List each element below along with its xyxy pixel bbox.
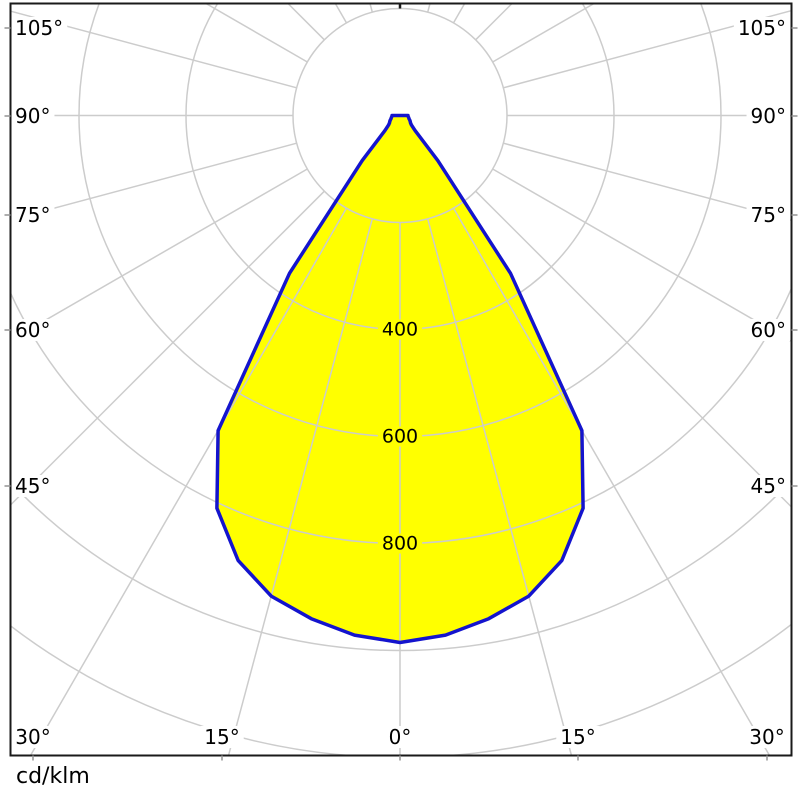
label-knockout — [556, 726, 600, 748]
polar-grid-ray — [10, 10, 297, 89]
angle-label-left: 60° — [15, 318, 50, 342]
polar-grid-ray — [452, 207, 771, 756]
label-knockout — [746, 204, 790, 226]
unit-label: cd/klm — [16, 764, 90, 789]
label-knockout — [377, 319, 423, 340]
polar-grid-ray — [227, 218, 374, 756]
label-knockout — [733, 17, 790, 39]
polar-grid-ray — [10, 142, 297, 221]
polar-grid-ray — [426, 218, 573, 756]
label-knockout — [746, 319, 790, 341]
angle-label-left: 75° — [15, 203, 50, 227]
polar-grid-ray — [10, 168, 308, 342]
angle-label-bottom: 15° — [204, 725, 239, 749]
label-knockout — [11, 319, 55, 341]
radial-axis-label: 400 — [382, 319, 418, 341]
label-knockout — [745, 726, 789, 748]
radial-axis-label: 600 — [382, 426, 418, 448]
label-knockout — [11, 475, 55, 497]
label-knockout — [11, 17, 68, 39]
angle-label-left: 90° — [15, 104, 50, 128]
polar-grid-ray — [503, 142, 792, 222]
angle-label-right: 75° — [751, 203, 786, 227]
label-knockout — [11, 204, 55, 226]
label-knockout — [746, 105, 790, 127]
angle-label-right: 45° — [751, 474, 786, 498]
angle-label-bottom: 0° — [389, 725, 412, 749]
border-ticks — [4, 3, 798, 761]
label-knockout — [11, 726, 55, 748]
angle-label-left: 105° — [15, 16, 63, 40]
polar-grid-ray — [492, 168, 792, 343]
axis-labels: 105° 90° 75° 60° 45° 105° 90° 75° 60° 45° 30° 15° 0°… — [11, 16, 790, 749]
label-knockout — [384, 726, 416, 748]
label-knockout — [11, 105, 55, 127]
angle-label-bottom: 30° — [15, 725, 50, 749]
label-knockout — [377, 533, 423, 554]
label-knockout — [377, 426, 423, 447]
radial-axis-label: 800 — [382, 533, 418, 555]
angle-label-right: 90° — [751, 104, 786, 128]
angle-label-right: 105° — [738, 16, 786, 40]
polar-grid-ray — [475, 190, 792, 509]
intensity-curve-outline — [215, 113, 585, 645]
angle-label-bottom: 30° — [749, 725, 784, 749]
polar-grid-ray — [29, 207, 348, 756]
label-knockout — [746, 475, 790, 497]
angle-label-bottom: 15° — [560, 725, 595, 749]
angle-label-left: 45° — [15, 474, 50, 498]
angle-label-right: 60° — [751, 318, 786, 342]
label-knockout — [200, 726, 244, 748]
polar-grid-ray — [10, 190, 325, 507]
polar-grid-ray — [503, 9, 792, 89]
